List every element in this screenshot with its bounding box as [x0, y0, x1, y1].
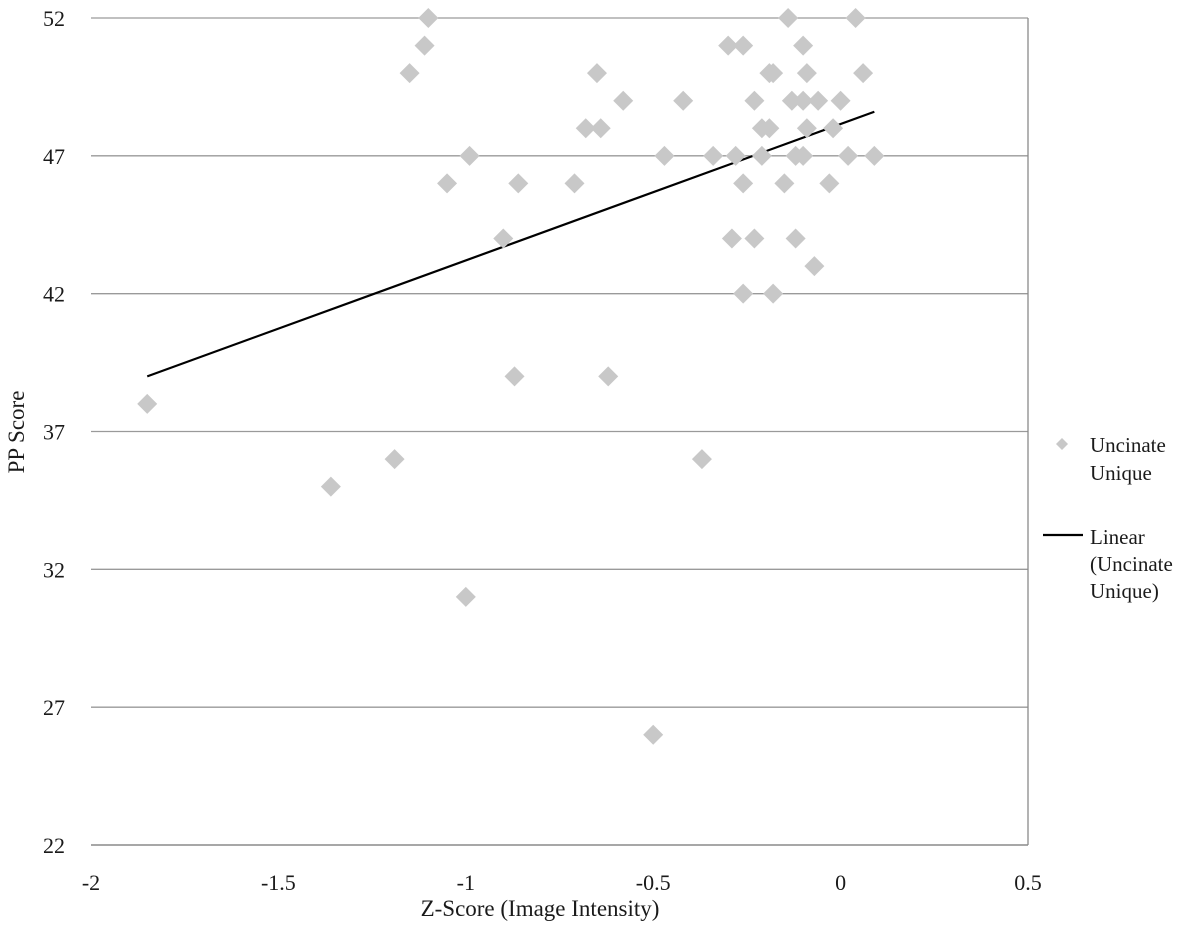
legend-label-uncinate-unique: Uncinate — [1090, 433, 1166, 457]
legend-label-uncinate-unique: Unique — [1090, 461, 1152, 485]
x-tick-label: -0.5 — [636, 870, 671, 895]
x-tick-label: -1 — [457, 870, 475, 895]
data-point — [838, 145, 859, 166]
data-point — [804, 256, 825, 277]
data-point — [459, 145, 480, 166]
plot-area-frame — [91, 18, 1029, 846]
x-tick-label: 0 — [835, 870, 846, 895]
data-point — [830, 90, 851, 111]
data-point — [613, 90, 634, 111]
data-point — [437, 173, 458, 194]
data-point — [504, 366, 525, 387]
y-tick-label: 37 — [43, 420, 65, 445]
data-point — [414, 35, 435, 56]
data-point — [796, 118, 817, 139]
data-point — [744, 90, 765, 111]
data-point — [575, 118, 596, 139]
data-point — [691, 449, 712, 470]
data-point — [564, 173, 585, 194]
data-point — [418, 8, 439, 28]
x-tick-label: 0.5 — [1014, 870, 1042, 895]
data-point — [598, 366, 619, 387]
data-point — [785, 228, 806, 249]
data-point — [819, 173, 840, 194]
x-tick-label: -2 — [82, 870, 100, 895]
data-point — [763, 63, 784, 84]
x-axis-tick-labels: -2 -1.5 -1 -0.5 0 0.5 — [82, 870, 1042, 895]
y-axis-tick-labels: 52 47 42 37 32 27 22 — [43, 6, 65, 858]
scatter-points — [137, 8, 885, 745]
data-point — [733, 283, 754, 304]
data-point — [864, 145, 885, 166]
x-axis-title: Z-Score (Image Intensity) — [421, 896, 660, 921]
data-point — [744, 228, 765, 249]
y-tick-label: 52 — [43, 6, 65, 31]
data-point — [853, 63, 874, 84]
data-point — [808, 90, 829, 111]
y-tick-label: 27 — [43, 695, 65, 720]
y-tick-label: 42 — [43, 282, 65, 307]
data-point — [774, 173, 795, 194]
legend: Uncinate Unique Linear (Uncinate Unique) — [1043, 433, 1173, 603]
data-point — [793, 35, 814, 56]
data-point — [733, 173, 754, 194]
data-point — [586, 63, 607, 84]
data-point — [823, 118, 844, 139]
data-point — [721, 228, 742, 249]
data-point — [718, 35, 739, 56]
data-point — [384, 449, 405, 470]
y-tick-label: 32 — [43, 557, 65, 582]
legend-label-linear: Linear — [1090, 525, 1145, 549]
data-point — [796, 63, 817, 84]
data-point — [751, 145, 772, 166]
data-point — [845, 8, 866, 28]
y-axis-title: PP Score — [4, 391, 29, 474]
legend-label-linear: Unique) — [1090, 579, 1159, 603]
legend-marker-diamond — [1056, 438, 1068, 450]
data-point — [673, 90, 694, 111]
data-point — [759, 118, 780, 139]
legend-label-linear: (Uncinate — [1090, 552, 1173, 576]
data-point — [137, 393, 158, 414]
data-point — [399, 63, 420, 84]
y-tick-label: 47 — [43, 144, 65, 169]
data-point — [781, 90, 802, 111]
data-point — [733, 35, 754, 56]
data-point — [778, 8, 799, 28]
y-tick-label: 22 — [43, 833, 65, 858]
data-point — [793, 145, 814, 166]
data-point — [793, 90, 814, 111]
data-point — [590, 118, 611, 139]
y-gridlines — [91, 17, 1028, 708]
data-point — [493, 228, 514, 249]
x-tick-label: -1.5 — [261, 870, 296, 895]
data-point — [725, 145, 746, 166]
data-point — [703, 145, 724, 166]
data-point — [643, 724, 664, 745]
data-point — [455, 586, 476, 607]
data-point — [654, 145, 675, 166]
data-point — [508, 173, 529, 194]
data-point — [320, 476, 341, 497]
data-point — [763, 283, 784, 304]
